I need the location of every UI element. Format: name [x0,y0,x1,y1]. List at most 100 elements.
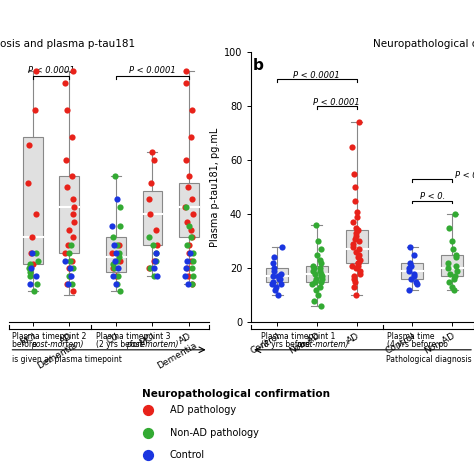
Bar [179,183,199,237]
Point [113,257,121,264]
Point [318,275,326,283]
Point [183,257,191,264]
Point [26,264,33,272]
Point [453,251,460,259]
Point [109,264,117,272]
Point [183,241,191,249]
Point [112,172,119,180]
Point [349,219,357,226]
Bar [441,255,463,276]
Point [269,278,277,285]
Point [309,262,317,269]
Point [270,267,278,275]
Point [314,292,322,299]
Point [355,227,362,234]
Point [450,275,458,283]
Point [65,264,73,272]
Point [448,283,456,291]
Text: (8 yrs before: (8 yrs before [261,340,312,349]
Text: P < 0.0001: P < 0.0001 [293,71,340,80]
Point [405,286,413,294]
Point [406,259,414,267]
Point [351,183,358,191]
Text: Control: Control [170,450,205,460]
Point [187,226,195,234]
Point [150,257,158,264]
Point [70,218,78,226]
Point [313,251,321,259]
Text: Plasma timepoint 1: Plasma timepoint 1 [261,332,335,341]
Point [356,256,364,264]
Point [110,264,118,272]
Text: P < 0.: P < 0. [419,192,445,201]
Point [453,267,461,275]
Point [277,275,284,283]
Point [317,278,325,285]
Point [353,248,360,256]
Point [63,280,71,288]
Point [27,264,35,272]
Text: post-mortem): post-mortem) [127,340,179,349]
Point [348,340,356,347]
Point [182,156,190,164]
Point [184,183,192,191]
Point [109,234,117,241]
Point [114,280,121,288]
Point [32,210,40,218]
Point [448,237,456,245]
Point [150,272,158,280]
Bar [266,268,288,282]
Point [117,288,124,295]
Point [115,253,123,261]
Point [185,172,193,180]
Point [153,272,161,280]
Point [278,243,286,250]
Point [277,281,284,288]
Point [349,243,356,250]
Point [410,251,418,259]
Text: AD pathology: AD pathology [170,405,236,415]
Point [353,213,361,221]
Point [187,257,195,264]
Point [182,272,189,280]
Point [356,270,364,277]
Point [444,259,451,267]
Point [452,273,459,280]
Point [109,272,117,280]
Text: is given at plasma timepoint: is given at plasma timepoint [12,355,122,364]
Point [152,226,160,234]
Point [318,273,326,280]
Point [112,249,119,256]
Point [112,280,119,288]
Text: post-mortem): post-mortem) [31,340,83,349]
Point [184,280,192,288]
Point [317,256,324,264]
Point [270,264,278,272]
Point [270,273,277,280]
Point [186,249,193,256]
Point [70,68,77,75]
Point [312,221,320,229]
Point [317,267,324,275]
Point [147,180,155,187]
Text: (4 yrs before po: (4 yrs before po [387,340,448,349]
Bar [401,263,423,279]
Point [146,264,154,272]
Point [189,234,196,241]
Point [66,264,74,272]
Point [182,203,189,210]
Point [352,232,360,240]
Point [350,273,358,280]
Point [63,106,71,114]
Point [26,268,34,276]
Point [311,270,319,277]
Point [446,270,454,277]
Point [452,262,459,269]
Point [313,275,320,283]
Point [116,222,123,229]
Point [277,270,285,277]
Point [310,297,318,304]
Point [68,257,75,264]
Point [62,257,69,264]
Point [352,292,360,299]
